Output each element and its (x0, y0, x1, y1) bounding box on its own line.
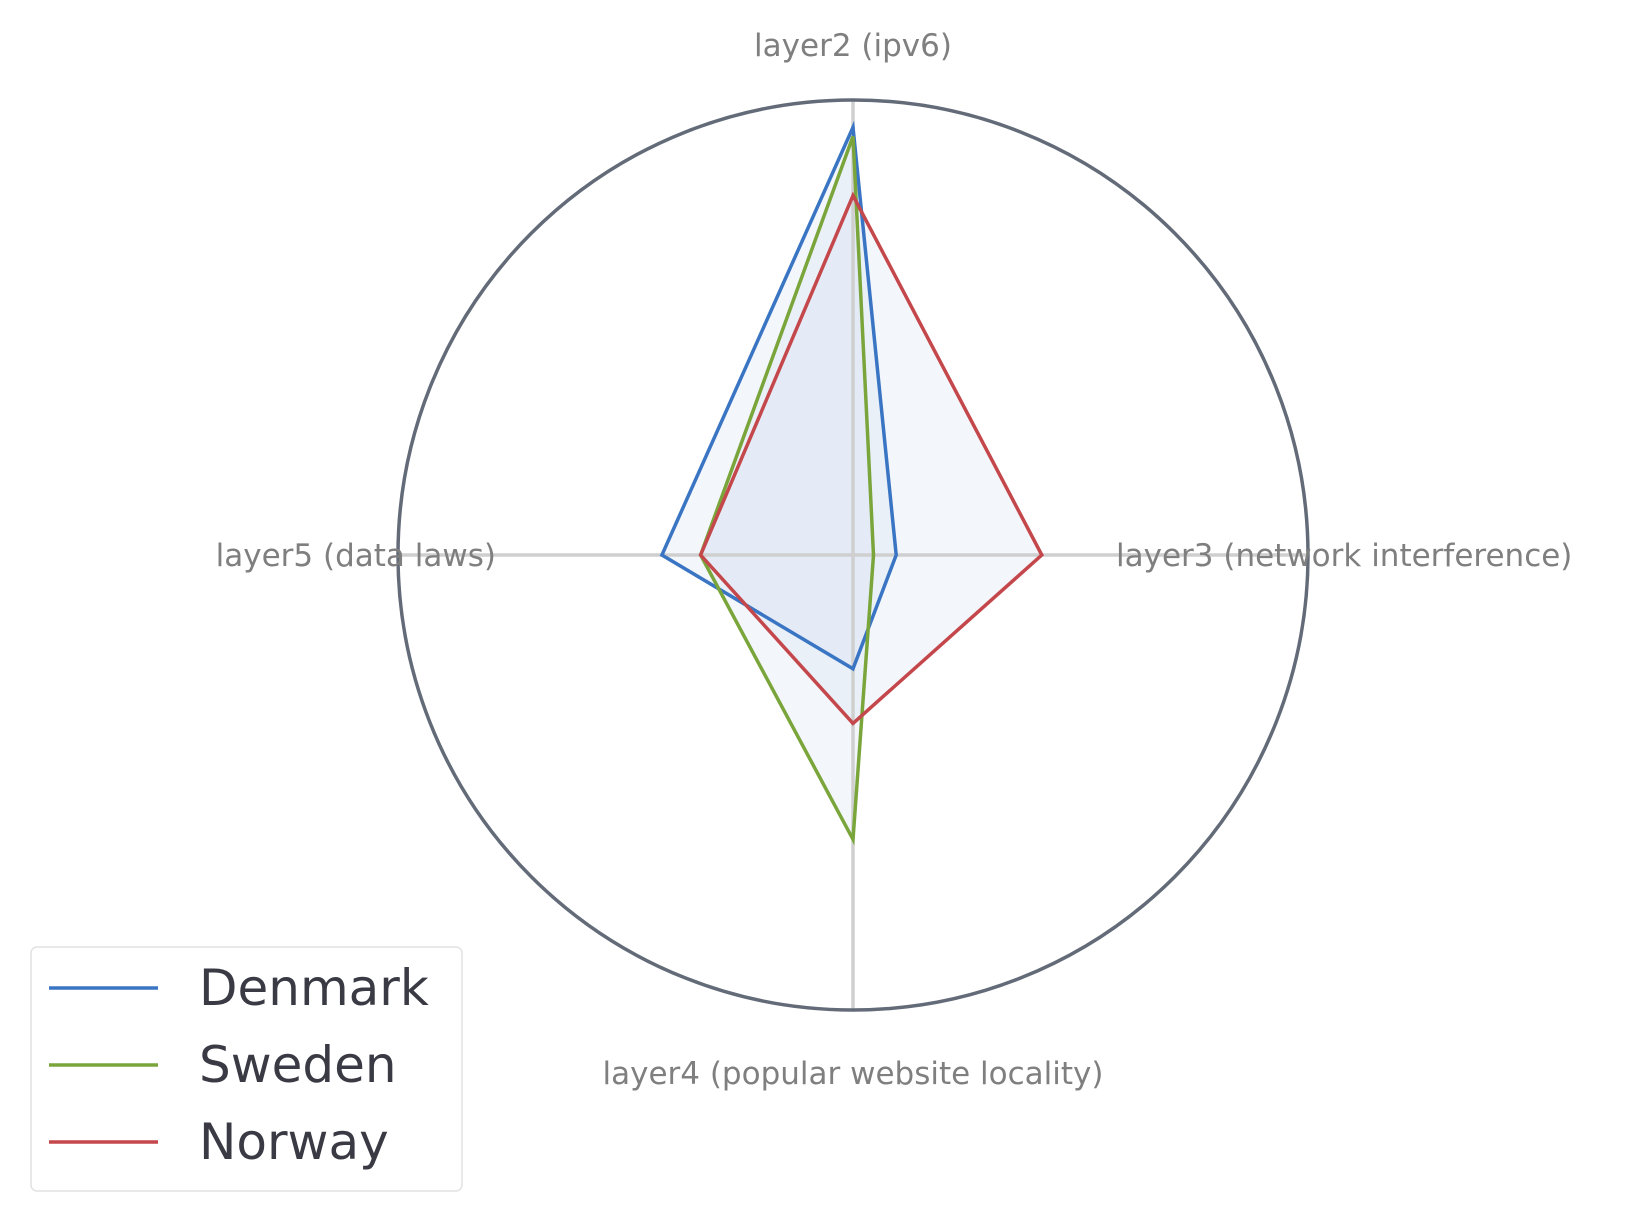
outer-ring (396, 98, 1310, 1012)
series-lines (659, 120, 1044, 846)
axis-label-2: layer3 (network interference) (1116, 538, 1572, 574)
series-fill-denmark (661, 127, 897, 669)
series-line-sweden (698, 135, 876, 846)
legend-box (30, 946, 463, 1192)
axis-labels: layer2 (ipv6) layer3 (network interferenc… (216, 28, 1573, 1092)
axis-label-4: layer5 (data laws) (216, 538, 496, 574)
series-line-norway (698, 191, 1044, 726)
axis-spokes (398, 100, 1308, 1010)
legend-label-sweden: Sweden (199, 1036, 397, 1094)
series-fill-layer (661, 127, 1042, 840)
series-line-denmark (659, 120, 898, 672)
legend-label-norway: Norway (199, 1113, 389, 1171)
series-fill-sweden (700, 136, 874, 840)
axis-label-1: layer2 (ipv6) (754, 28, 952, 64)
series-fill-norway (700, 195, 1042, 724)
legend-label-denmark: Denmark (199, 959, 429, 1017)
legend: Denmark Sweden Norway (30, 946, 463, 1192)
axis-label-3: layer4 (popular website locality) (602, 1056, 1103, 1092)
